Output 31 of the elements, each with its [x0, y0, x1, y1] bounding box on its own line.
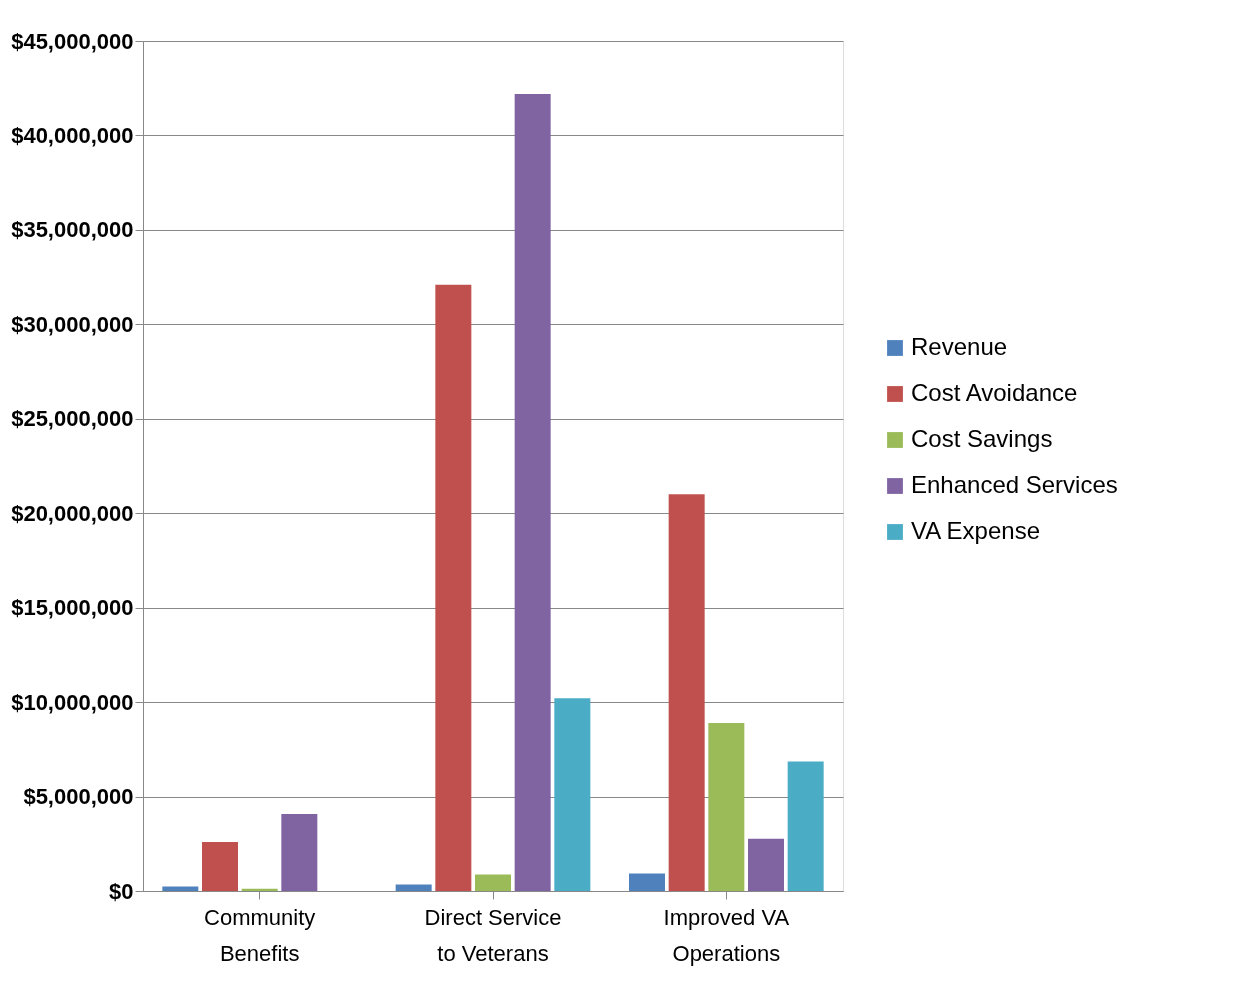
y-tick-label: $5,000,000: [23, 784, 134, 810]
y-tick-label: $20,000,000: [11, 500, 134, 526]
bar: [435, 284, 472, 891]
y-tick-label: $35,000,000: [11, 217, 134, 243]
bar: [668, 494, 705, 891]
bar: [554, 698, 591, 891]
y-tick-label: $10,000,000: [11, 689, 134, 715]
x-tick-label: Direct Service to Veterans: [424, 904, 562, 966]
y-tick-label: $45,000,000: [11, 28, 134, 54]
bar: [475, 874, 511, 891]
x-tick-label: Improved VA Operations: [663, 904, 790, 966]
legend-label: Cost Avoidance: [911, 379, 1078, 406]
y-tick-label: $15,000,000: [11, 595, 134, 621]
bar: [629, 873, 665, 891]
y-tick-label: $0: [109, 878, 134, 904]
x-tick-label: Community Benefits: [204, 904, 316, 966]
bar: [787, 761, 824, 891]
y-tick-label: $25,000,000: [11, 406, 134, 432]
legend-label: Revenue: [911, 333, 1008, 360]
legend-label: Cost Savings: [911, 425, 1053, 452]
legend-label: VA Expense: [911, 517, 1040, 544]
bar: [202, 841, 238, 891]
bar: [162, 886, 199, 891]
bar: [395, 884, 432, 891]
y-tick-label: $30,000,000: [11, 311, 134, 337]
bar: [514, 93, 551, 891]
bar: [708, 722, 745, 891]
bar: [281, 813, 318, 891]
legend-label: Enhanced Services: [911, 471, 1118, 498]
bar: [748, 838, 784, 891]
y-tick-label: $40,000,000: [11, 122, 134, 148]
